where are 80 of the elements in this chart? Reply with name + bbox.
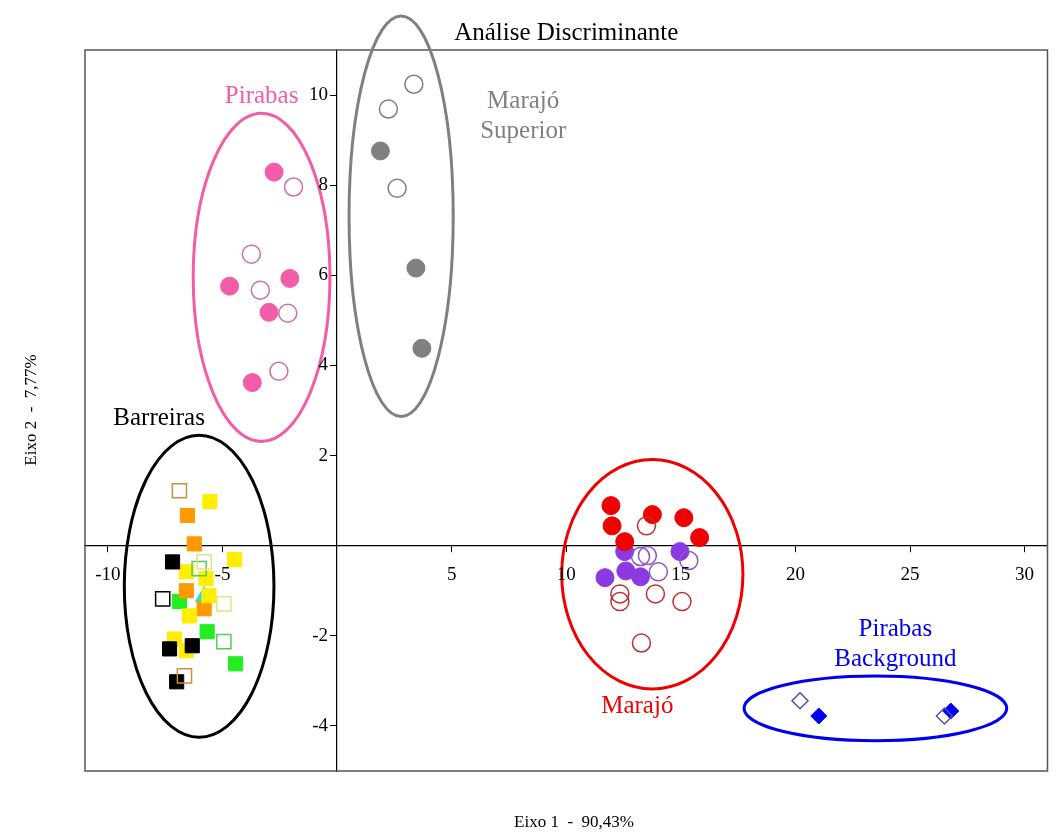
text: Marajó	[601, 690, 674, 718]
point	[191, 560, 207, 577]
point	[404, 74, 424, 94]
point	[370, 141, 390, 161]
series-label: Pirabas Background	[834, 613, 957, 671]
text: Barreiras	[113, 402, 205, 430]
point	[181, 608, 197, 624]
point	[186, 536, 202, 552]
point	[631, 567, 650, 587]
point	[672, 591, 692, 612]
point	[216, 633, 232, 650]
point	[250, 280, 271, 300]
point	[216, 596, 232, 612]
y-tick-label: 6	[318, 263, 329, 285]
point	[179, 507, 196, 524]
point	[631, 633, 652, 653]
point	[259, 302, 279, 322]
point	[645, 584, 666, 604]
chart-title: Análise Discriminante	[454, 17, 679, 45]
point	[610, 591, 630, 612]
point	[178, 583, 194, 599]
point	[610, 584, 630, 604]
point	[242, 373, 262, 393]
point	[642, 505, 662, 525]
point	[164, 554, 181, 570]
point	[283, 177, 304, 197]
point	[636, 516, 657, 536]
point	[241, 244, 262, 264]
point	[602, 516, 622, 536]
point	[227, 656, 244, 672]
point	[278, 303, 298, 323]
point	[616, 561, 636, 581]
point	[810, 707, 828, 725]
point	[198, 571, 214, 587]
x-tick-label: 15	[671, 563, 691, 585]
point	[201, 588, 217, 604]
point	[648, 562, 669, 582]
point	[264, 162, 284, 182]
point	[935, 707, 954, 725]
y-tick-label: -2	[312, 623, 329, 645]
point	[378, 99, 399, 119]
point	[196, 601, 212, 617]
y-tick-label: 8	[318, 173, 329, 195]
point	[269, 361, 289, 382]
point	[791, 691, 809, 710]
x-tick-label: 30	[1015, 563, 1035, 585]
point	[690, 528, 710, 548]
y-tick-label: 2	[318, 443, 329, 465]
point	[154, 591, 171, 607]
point	[220, 276, 240, 296]
text: Pirabas	[224, 80, 299, 108]
point	[184, 638, 200, 654]
point	[630, 546, 651, 567]
point	[161, 641, 178, 657]
point	[406, 258, 426, 278]
text: Marajó Superior	[480, 85, 567, 143]
x-tick-label: -5	[214, 563, 231, 585]
y-axis-title: Eixo 2 - 7,77%	[21, 354, 41, 466]
point	[670, 542, 690, 562]
x-tick-label: 20	[785, 563, 805, 585]
point	[199, 624, 215, 640]
y-tick-label: -4	[312, 713, 329, 735]
point	[595, 568, 615, 588]
point	[227, 552, 243, 568]
x-tick-label: 25	[900, 563, 920, 585]
x-axis-title: Eixo 1 - 90,43%	[514, 812, 634, 832]
x-tick-label: -10	[95, 563, 121, 585]
point	[601, 496, 621, 516]
point	[176, 668, 193, 684]
point	[412, 338, 432, 358]
x-tick-label: 5	[446, 563, 457, 585]
point	[280, 268, 300, 288]
point	[615, 532, 635, 552]
point	[196, 554, 212, 570]
point	[171, 482, 188, 499]
point	[202, 493, 218, 510]
point	[674, 508, 694, 528]
point	[387, 178, 407, 199]
y-tick-label: 10	[309, 83, 329, 105]
point	[637, 545, 658, 566]
